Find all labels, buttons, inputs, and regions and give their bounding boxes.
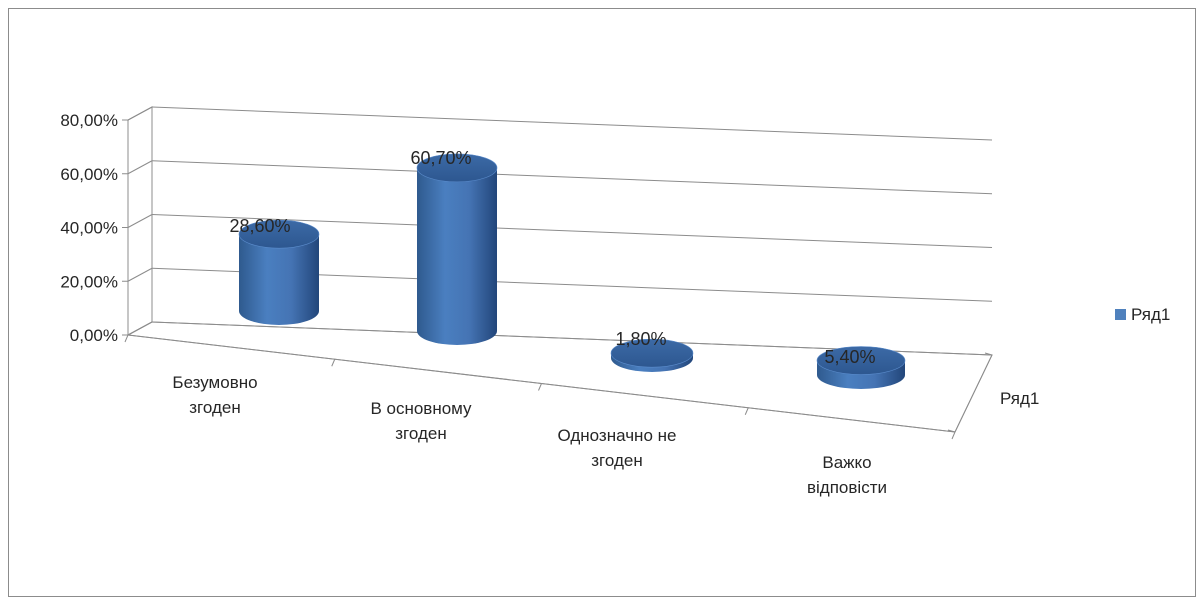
legend-entry: Ряд1	[1131, 305, 1170, 324]
x-tick-mark	[951, 431, 956, 440]
side-gridline	[127, 106, 153, 121]
category-labels: Безумовно згоден В основному згоден Однознач…	[172, 373, 887, 497]
depth-tick-mark	[984, 352, 993, 356]
category-label-line: В основному	[370, 399, 472, 418]
bar-body	[417, 167, 497, 345]
bar	[610, 338, 694, 372]
axes: Ряд1	[124, 334, 1039, 440]
gridline	[151, 214, 993, 248]
bar-top	[238, 219, 320, 249]
category-label-line: згоден	[189, 398, 240, 417]
bar	[816, 346, 906, 389]
x-tick-mark	[124, 334, 129, 343]
depth-tick-mark	[947, 429, 956, 433]
category-label: Безумовно згоден	[172, 373, 257, 417]
data-label: 5,40%	[824, 347, 875, 367]
y-tick-label: 80,00%	[60, 111, 118, 130]
category-label: В основному згоден	[370, 399, 472, 443]
depth-axis-line	[954, 354, 993, 433]
x-tick-mark	[538, 383, 542, 391]
gridline	[151, 106, 993, 141]
side-gridline	[127, 267, 153, 282]
side-gridline	[127, 321, 153, 336]
y-tick-label: 60,00%	[60, 165, 118, 184]
data-label: 28,60%	[229, 216, 290, 236]
category-label-line: Важко	[822, 453, 871, 472]
legend-swatch	[1115, 309, 1126, 320]
x-tick-mark	[331, 359, 336, 367]
category-label-line: Однозначно не	[558, 426, 677, 445]
category-label: Важко відповісти	[807, 453, 887, 497]
bar	[238, 219, 320, 325]
bars	[238, 153, 906, 389]
y-axis-ticks: 0,00% 20,00% 40,00% 60,00% 80,00%	[60, 111, 128, 345]
data-label: 60,70%	[410, 148, 471, 168]
bar-top	[416, 153, 498, 183]
bar-top	[610, 338, 694, 368]
bar	[416, 153, 498, 345]
y-tick-label: 20,00%	[60, 272, 118, 291]
data-label: 1,80%	[615, 329, 666, 349]
chart-frame	[8, 8, 1196, 597]
side-gridline	[127, 214, 153, 228]
legend: Ряд1	[1115, 305, 1170, 324]
depth-axis-label: Ряд1	[1000, 389, 1039, 408]
side-gridline	[127, 160, 153, 175]
category-label-line: відповісти	[807, 478, 887, 497]
y-tick-label: 0,00%	[70, 326, 118, 345]
x-tick-mark	[744, 407, 749, 415]
category-label-line: згоден	[395, 424, 446, 443]
bar-body	[239, 234, 319, 325]
y-tick-label: 40,00%	[60, 219, 118, 238]
category-label-line: Безумовно	[172, 373, 257, 392]
category-label-line: згоден	[591, 451, 642, 470]
data-labels: 28,60% 60,70% 1,80% 5,40%	[229, 148, 875, 367]
category-label: Однозначно не згоден	[558, 426, 677, 470]
bar-top	[816, 346, 906, 375]
gridline	[151, 160, 993, 195]
